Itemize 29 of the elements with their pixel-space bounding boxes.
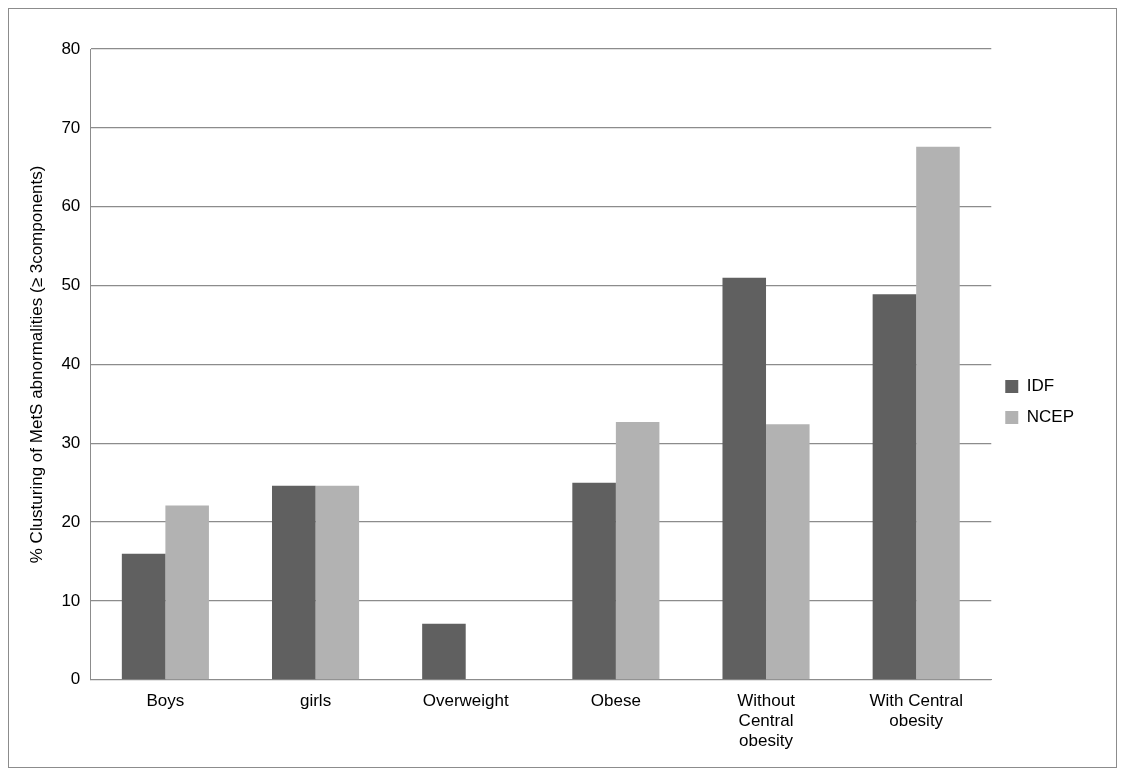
bar xyxy=(315,485,360,680)
y-tick-label: 70 xyxy=(61,117,81,137)
x-tick-label: Without Central obesity xyxy=(737,690,796,751)
bar xyxy=(722,277,767,680)
bar xyxy=(916,146,960,680)
y-tick-label: 80 xyxy=(61,38,81,58)
bar xyxy=(615,421,660,680)
x-tick-label: girls xyxy=(299,690,332,710)
bar xyxy=(872,294,917,680)
x-tick-label: With Central obesity xyxy=(869,690,963,731)
bar xyxy=(422,623,466,680)
y-tick-label: 30 xyxy=(61,432,81,452)
x-tick-label: Boys xyxy=(146,690,185,710)
y-tick-label: 0 xyxy=(70,669,81,689)
bar xyxy=(272,485,316,680)
y-axis-title: % Clusturing of MetS abnormalities (≥ 3components) xyxy=(26,165,46,564)
y-tick-label: 60 xyxy=(61,196,81,216)
y-tick-label: 50 xyxy=(61,275,81,295)
y-tick-label: 10 xyxy=(61,590,81,610)
y-tick-label: 20 xyxy=(61,511,81,531)
bar xyxy=(121,553,166,680)
x-tick-label: Obese xyxy=(590,690,641,710)
bar xyxy=(165,505,209,680)
legend-label: NCEP xyxy=(1026,407,1074,427)
bar xyxy=(766,424,810,680)
y-tick-label: 40 xyxy=(61,354,81,374)
legend-label: IDF xyxy=(1026,376,1055,396)
bar xyxy=(572,482,616,680)
x-tick-label: Overweight xyxy=(422,690,509,710)
